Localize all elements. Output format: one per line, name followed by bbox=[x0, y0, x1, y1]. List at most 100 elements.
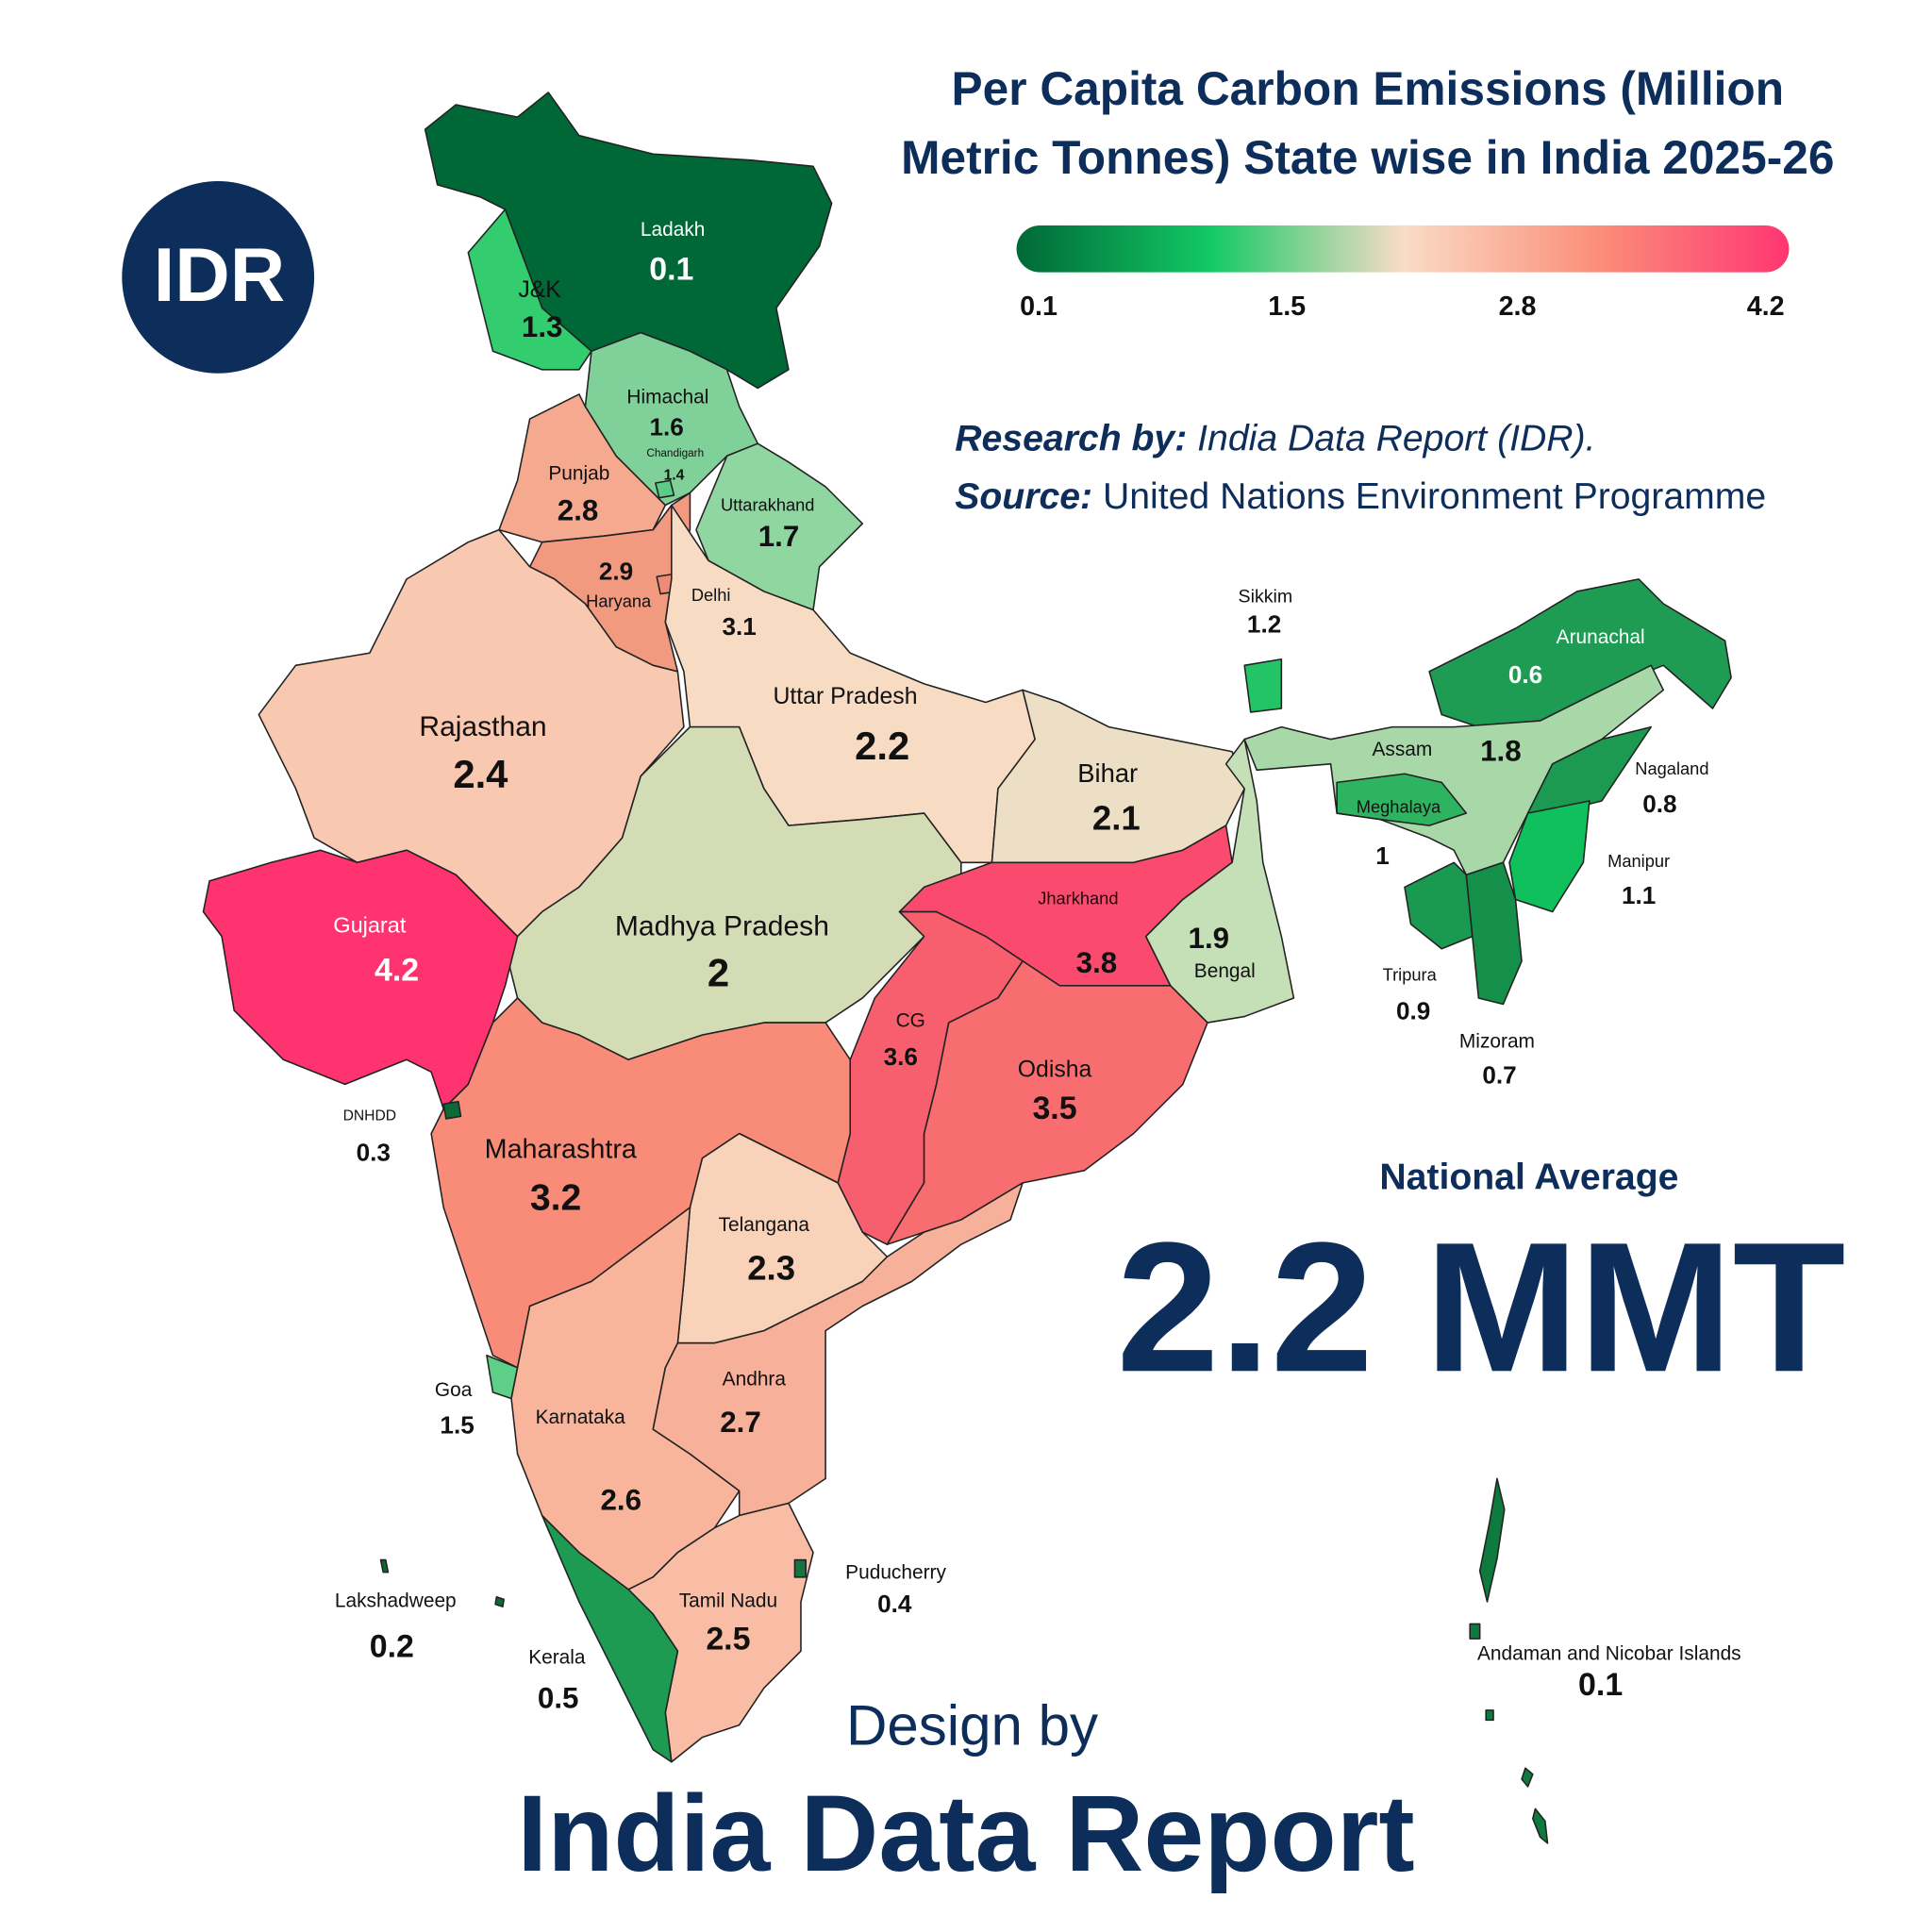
design-name: India Data Report bbox=[517, 1774, 1414, 1894]
region-value: 1.9 bbox=[1189, 922, 1230, 955]
colorbar-tick-label: 2.8 bbox=[1499, 291, 1537, 322]
region bbox=[467, 208, 592, 371]
region-name: Assam bbox=[1372, 739, 1432, 760]
research-label: Research by: bbox=[955, 419, 1187, 459]
region-value: 2.3 bbox=[747, 1248, 795, 1287]
region bbox=[1508, 800, 1591, 913]
region-name: CG bbox=[896, 1009, 925, 1031]
region-value: 2.5 bbox=[706, 1622, 750, 1657]
region-name: Nagaland bbox=[1635, 758, 1708, 778]
region bbox=[1465, 861, 1523, 1006]
region-value: 0.7 bbox=[1482, 1060, 1516, 1089]
region-name: Karnataka bbox=[536, 1407, 626, 1428]
region-value: 0.1 bbox=[1578, 1667, 1623, 1703]
region-name: Uttar Pradesh bbox=[774, 684, 918, 709]
research-line: Research by: India Data Report (IDR). bbox=[955, 419, 1595, 459]
region bbox=[1243, 658, 1283, 713]
region-name: Mizoram bbox=[1459, 1030, 1535, 1052]
region-name: Sikkim bbox=[1239, 587, 1293, 608]
region-value: 2 bbox=[708, 950, 729, 994]
region-name: Tamil Nadu bbox=[679, 1590, 777, 1611]
region-name: Rajasthan bbox=[419, 711, 546, 742]
region-value: 0.5 bbox=[538, 1682, 579, 1715]
region-value: 1.1 bbox=[1622, 881, 1656, 909]
colorbar-tick-label: 0.1 bbox=[1020, 291, 1058, 322]
region bbox=[202, 849, 519, 1110]
region-value: 1.4 bbox=[664, 467, 685, 483]
logo-circle bbox=[122, 181, 315, 374]
region-value: 2.6 bbox=[601, 1483, 642, 1516]
title-box: Per Capita Carbon Emissions (Million Met… bbox=[901, 63, 1835, 185]
region-value: 4.2 bbox=[375, 952, 419, 988]
region-name: Andhra bbox=[723, 1368, 787, 1390]
region-value: 3.6 bbox=[884, 1042, 918, 1071]
logo-text: IDR bbox=[154, 233, 285, 318]
region-name: J&K bbox=[518, 277, 561, 303]
region-value: 2.1 bbox=[1092, 799, 1141, 838]
region-value: 3.2 bbox=[530, 1178, 581, 1219]
region-value: 1.7 bbox=[758, 520, 800, 553]
region-name: Chandigarh bbox=[646, 447, 704, 459]
region-value: 1.2 bbox=[1247, 609, 1281, 638]
region bbox=[793, 1558, 807, 1578]
research-text: India Data Report (IDR). bbox=[1197, 419, 1595, 459]
map-regions bbox=[202, 92, 1732, 1844]
region-value: 1.5 bbox=[440, 1410, 474, 1439]
region-value: 2.4 bbox=[453, 752, 508, 796]
region-value: 1.8 bbox=[1480, 734, 1522, 767]
region-value: 2.7 bbox=[720, 1406, 761, 1439]
region-value: 3.1 bbox=[723, 612, 757, 641]
region-value: 1.3 bbox=[522, 310, 563, 343]
region-value: 0.6 bbox=[1508, 660, 1542, 689]
colorbar-tick-label: 4.2 bbox=[1747, 291, 1785, 322]
region-name: Meghalaya bbox=[1357, 797, 1441, 817]
region-name: Haryana bbox=[586, 591, 652, 611]
region-name: Arunachal bbox=[1557, 626, 1645, 648]
region-value: 1 bbox=[1375, 841, 1390, 870]
chart-title: Per Capita Carbon Emissions (Million Met… bbox=[901, 63, 1835, 185]
design-label: Design by bbox=[846, 1694, 1098, 1757]
national-average-value: 2.2 MMT bbox=[1117, 1204, 1846, 1410]
source-text: United Nations Environment Programme bbox=[1103, 476, 1766, 517]
region-value: 2.8 bbox=[558, 494, 599, 527]
region-name: Jharkhand bbox=[1038, 888, 1118, 908]
region-name: Punjab bbox=[548, 462, 609, 484]
region-name: Delhi bbox=[691, 585, 731, 605]
region bbox=[541, 1514, 679, 1763]
region bbox=[1336, 773, 1468, 826]
colorbar-ticks: 0.1 1.5 2.8 4.2 bbox=[1020, 291, 1785, 322]
region bbox=[1469, 1477, 1549, 1844]
region-value: 0.2 bbox=[370, 1629, 414, 1665]
region-value: 0.3 bbox=[357, 1139, 391, 1167]
region-name: Madhya Pradesh bbox=[615, 910, 829, 941]
region-name: Maharashtra bbox=[485, 1135, 637, 1165]
region-name: Telangana bbox=[719, 1214, 810, 1236]
region-name: Ladakh bbox=[641, 219, 706, 241]
region-value: 2.9 bbox=[599, 557, 633, 585]
source-line: Source: United Nations Environment Progr… bbox=[955, 476, 1766, 517]
region bbox=[1404, 861, 1474, 950]
region-value: 1.6 bbox=[649, 412, 683, 441]
region-value: 0.4 bbox=[877, 1590, 912, 1618]
region-value: 3.8 bbox=[1076, 946, 1118, 979]
national-average-label: National Average bbox=[1379, 1157, 1678, 1197]
region bbox=[655, 479, 675, 499]
region bbox=[652, 1182, 1024, 1517]
region-name: Tripura bbox=[1383, 964, 1438, 984]
colorbar bbox=[1016, 225, 1790, 273]
region bbox=[379, 1558, 505, 1607]
region bbox=[1144, 738, 1295, 1024]
region-name: Kerala bbox=[528, 1647, 586, 1669]
region-name: Himachal bbox=[626, 386, 708, 408]
region-value: 0.9 bbox=[1396, 997, 1430, 1025]
region-name: Andaman and Nicobar Islands bbox=[1477, 1643, 1741, 1665]
region bbox=[442, 1100, 462, 1120]
region-value: 0.8 bbox=[1642, 790, 1676, 818]
region bbox=[695, 442, 864, 611]
region-name: Goa bbox=[435, 1379, 473, 1401]
region-name: Puducherry bbox=[845, 1561, 946, 1583]
source-label: Source: bbox=[955, 476, 1092, 517]
region-value: 2.2 bbox=[855, 724, 909, 768]
